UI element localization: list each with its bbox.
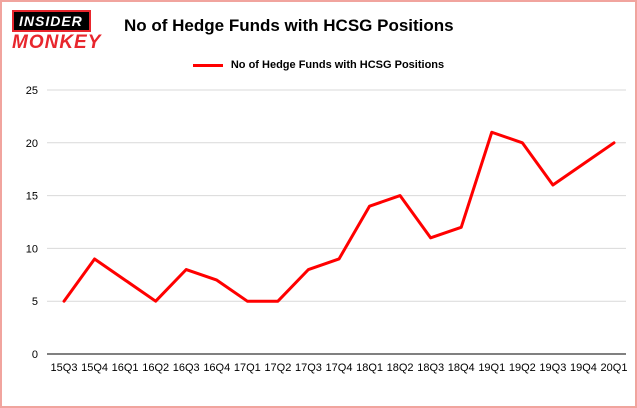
x-tick-label: 17Q4 xyxy=(326,362,353,374)
y-tick-label: 5 xyxy=(32,296,38,308)
x-tick-label: 18Q1 xyxy=(356,362,383,374)
chart-title: No of Hedge Funds with HCSG Positions xyxy=(124,16,454,35)
hedge-funds-series-line xyxy=(62,130,616,303)
x-tick-label: 15Q3 xyxy=(51,362,78,374)
x-tick-label: 16Q3 xyxy=(173,362,200,374)
x-tick-label: 17Q3 xyxy=(295,362,322,374)
insider-monkey-logo: INSIDER MONKEY xyxy=(12,10,101,52)
x-tick-label: 18Q2 xyxy=(387,362,414,374)
y-tick-label: 0 xyxy=(32,349,38,361)
y-tick-label: 10 xyxy=(26,243,38,255)
x-tick-label: 20Q1 xyxy=(601,362,628,374)
x-tick-label: 16Q2 xyxy=(142,362,169,374)
legend-line-swatch xyxy=(192,63,223,67)
x-tick-label: 16Q1 xyxy=(112,362,139,374)
y-tick-label: 25 xyxy=(26,85,38,97)
legend: No of Hedge Funds with HCSG Positions xyxy=(2,59,635,71)
logo-insider-text: INSIDER xyxy=(12,10,91,32)
logo-monkey-text: MONKEY xyxy=(12,32,102,53)
x-tick-label: 19Q3 xyxy=(539,362,566,374)
legend-label: No of Hedge Funds with HCSG Positions xyxy=(230,59,445,71)
x-tick-label: 19Q4 xyxy=(570,362,597,374)
x-tick-label: 18Q3 xyxy=(417,362,444,374)
x-tick-label: 17Q1 xyxy=(234,362,261,374)
y-tick-label: 20 xyxy=(26,138,38,150)
x-tick-label: 19Q2 xyxy=(509,362,536,374)
y-tick-label: 15 xyxy=(26,191,38,203)
x-tick-label: 19Q1 xyxy=(478,362,505,374)
x-tick-label: 16Q4 xyxy=(203,362,230,374)
x-tick-label: 17Q2 xyxy=(264,362,291,374)
x-tick-label: 18Q4 xyxy=(448,362,475,374)
x-tick-label: 15Q4 xyxy=(81,362,108,374)
